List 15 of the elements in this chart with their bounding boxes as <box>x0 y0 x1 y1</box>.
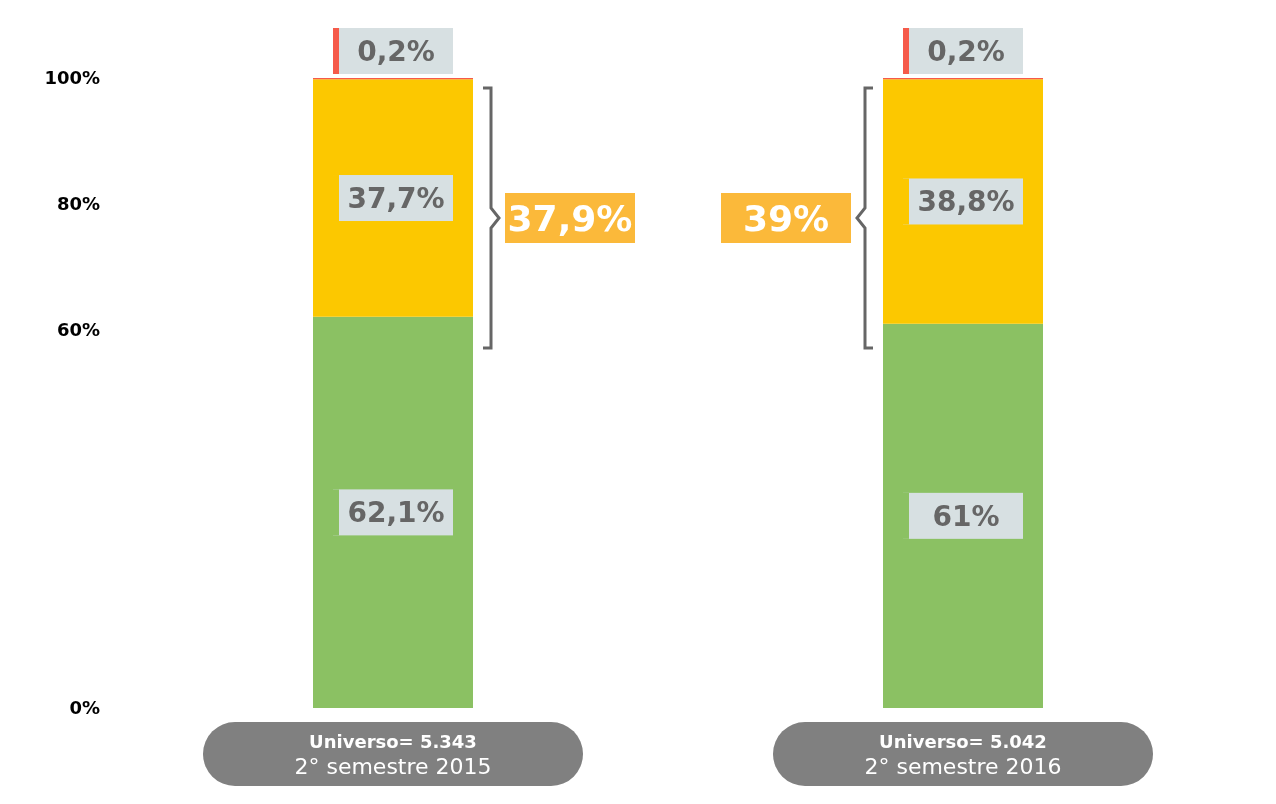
bar <box>883 323 1043 708</box>
x-tick-label: Universo= 5.343 2° semestre 2015 <box>294 731 492 779</box>
data-label: 37,7% <box>347 182 445 216</box>
annotation: 39% <box>742 198 830 239</box>
data-label: 0,2% <box>927 35 1005 68</box>
data-label: 61% <box>932 499 1000 533</box>
bar <box>313 316 473 708</box>
x-tick-label: Universo= 5.042 2° semestre 2016 <box>864 731 1062 779</box>
data-label: 38,8% <box>917 185 1015 219</box>
data-label: 62,1% <box>347 496 445 530</box>
y-tick-label: 80% <box>56 193 100 215</box>
y-tick-label: 0% <box>69 697 100 719</box>
data-label: 0,2% <box>357 35 435 68</box>
y-tick-label: 100% <box>44 67 100 89</box>
y-tick-label: 60% <box>56 319 100 341</box>
